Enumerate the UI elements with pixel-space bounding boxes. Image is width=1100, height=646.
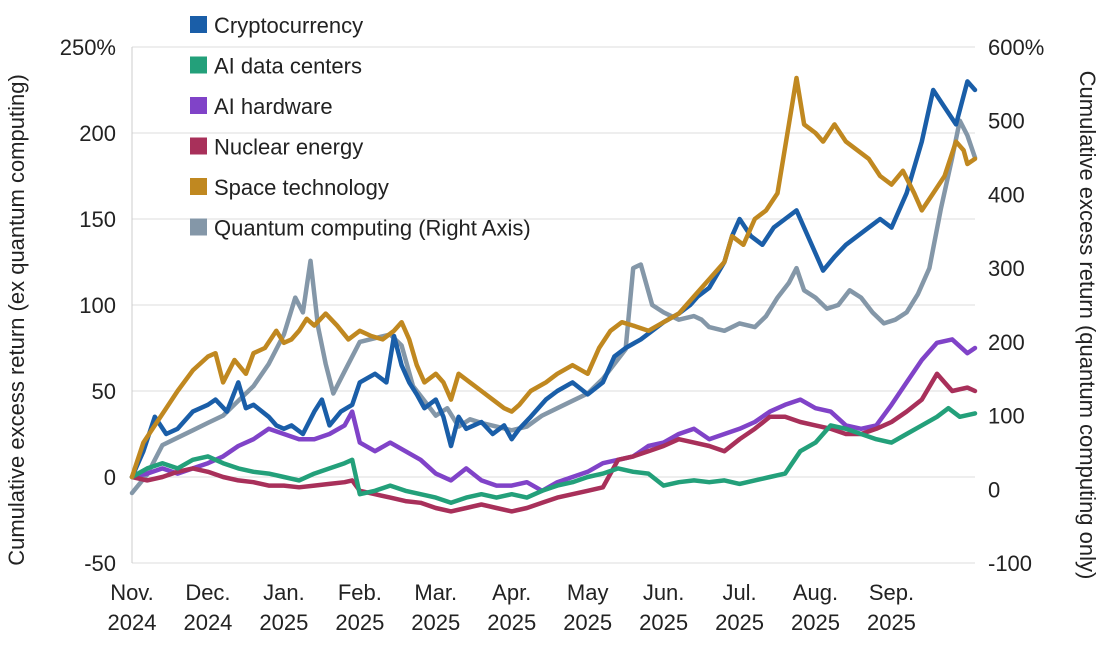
y-left-axis-title: Cumulative excess return (ex quantum com… <box>4 74 29 566</box>
x-tick-label-year: 2024 <box>108 610 157 635</box>
legend-swatch <box>190 16 207 33</box>
legend-swatch <box>190 137 207 155</box>
y-left-tick-labels: -50 0 50 100 150 200 250% <box>60 35 116 576</box>
x-tick-label-month: Jun. <box>643 580 685 605</box>
series-line-4 <box>129 75 978 480</box>
y-left-tick-label: 150 <box>79 207 116 232</box>
series-lines <box>129 75 978 514</box>
x-tick-labels: Nov. 2024 Dec. 2024 Jan. 2025 Feb. 2025 Mar. 2025… <box>108 580 916 635</box>
series-line-0 <box>129 79 978 480</box>
x-tick-label-year: 2025 <box>487 610 536 635</box>
legend-label: Cryptocurrency <box>214 13 363 38</box>
y-right-tick-label: 500 <box>988 109 1025 134</box>
y-right-tick-label: 300 <box>988 256 1025 281</box>
legend-swatch <box>190 97 207 114</box>
y-right-tick-label: -100 <box>988 551 1032 576</box>
y-right-tick-label: 0 <box>988 477 1000 502</box>
x-tick-label-month: Nov. <box>110 580 154 605</box>
legend-label: AI data centers <box>214 54 362 79</box>
y-right-tick-labels: -100 0 100 200 300 400 500 600% <box>988 35 1044 576</box>
x-tick-label-year: 2024 <box>183 610 232 635</box>
x-tick-label-month: Apr. <box>492 580 531 605</box>
x-tick-label-year: 2025 <box>867 610 916 635</box>
y-left-tick-label: 200 <box>79 121 116 146</box>
legend-swatch <box>190 218 207 236</box>
y-right-tick-label: 400 <box>988 182 1025 207</box>
y-right-tick-label: 600% <box>988 35 1044 60</box>
y-left-tick-label: 100 <box>79 293 116 318</box>
series-line-1 <box>129 405 978 506</box>
x-tick-label-year: 2025 <box>791 610 840 635</box>
gridlines <box>131 46 975 564</box>
legend-label: AI hardware <box>214 94 333 119</box>
legend-swatch <box>190 56 207 74</box>
x-tick-label-year: 2025 <box>259 610 308 635</box>
legend-swatch <box>190 178 207 195</box>
x-tick-label-month: Dec. <box>185 580 230 605</box>
y-right-axis-title: Cumulative excess return (quantum comput… <box>1075 71 1100 580</box>
x-tick-label-month: Jan. <box>263 580 305 605</box>
x-tick-label-month: Jul. <box>722 580 756 605</box>
y-right-tick-label: 100 <box>988 404 1025 429</box>
x-tick-label-month: Aug. <box>793 580 838 605</box>
legend-label: Nuclear energy <box>214 135 363 160</box>
legend-label: Space technology <box>214 175 389 200</box>
series-line-2 <box>129 337 978 494</box>
x-tick-label-month: Mar. <box>414 580 457 605</box>
series-line-3 <box>129 371 978 514</box>
y-left-tick-label: 250% <box>60 35 116 60</box>
y-left-tick-label: 50 <box>92 379 116 404</box>
x-tick-label-month: Feb. <box>338 580 382 605</box>
y-right-tick-label: 200 <box>988 330 1025 355</box>
x-tick-label-year: 2025 <box>563 610 612 635</box>
x-tick-label-year: 2025 <box>715 610 764 635</box>
x-tick-label-year: 2025 <box>335 610 384 635</box>
y-left-tick-label: 0 <box>104 465 116 490</box>
x-tick-label-month: May <box>567 580 609 605</box>
x-tick-label-year: 2025 <box>639 610 688 635</box>
y-left-tick-label: -50 <box>84 551 116 576</box>
legend-label: Quantum computing (Right Axis) <box>214 216 531 241</box>
x-tick-label-month: Sep. <box>869 580 914 605</box>
legend: Cryptocurrency AI data centers AI hardware… <box>190 13 531 241</box>
x-tick-label-year: 2025 <box>411 610 460 635</box>
